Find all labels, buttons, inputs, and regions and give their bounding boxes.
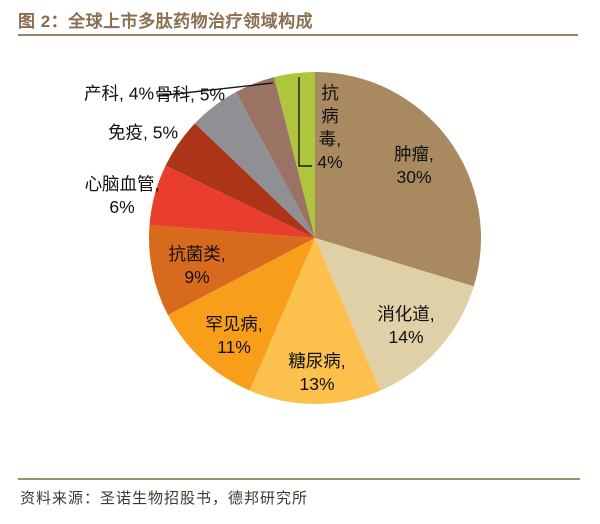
pie-slice-抗菌类 bbox=[148, 225, 315, 315]
leader-抗病毒 bbox=[298, 77, 312, 167]
figure-title: 图 2：全球上市多肽药物治疗领域构成 bbox=[18, 12, 314, 31]
pie-slice-糖尿病 bbox=[249, 238, 381, 404]
footer-rule bbox=[18, 478, 580, 480]
pie-slice-免疫 bbox=[165, 123, 315, 238]
pie-slice-抗病毒 bbox=[274, 72, 315, 238]
pie-slice-心脑血管 bbox=[149, 165, 315, 238]
pie-slice-产科 bbox=[235, 77, 315, 238]
pie-slice-肿瘤 bbox=[315, 72, 482, 287]
title-rule bbox=[18, 34, 578, 36]
pie-slice-消化道 bbox=[315, 238, 474, 391]
pie-slice-罕见病 bbox=[167, 238, 315, 391]
leader-产科 bbox=[156, 82, 274, 97]
pie-slice-骨科 bbox=[194, 92, 315, 238]
source-line: 资料来源：圣诺生物招股书，德邦研究所 bbox=[20, 490, 309, 507]
